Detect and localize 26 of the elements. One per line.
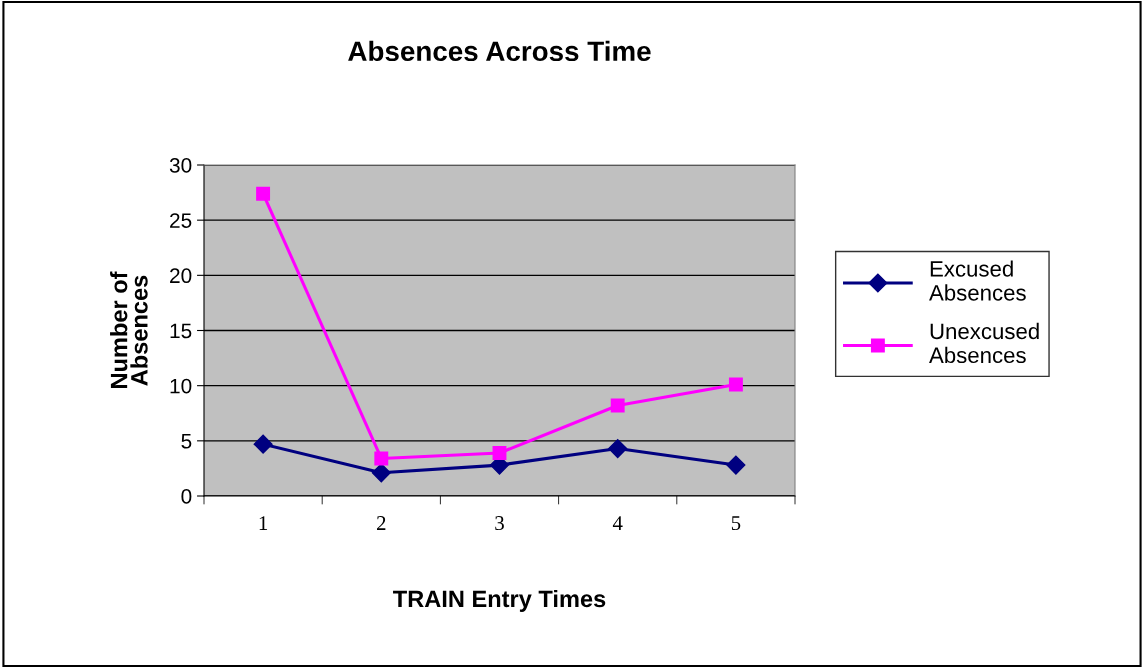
point [608, 439, 628, 459]
y-tick-label: 0 [181, 489, 192, 504]
point [253, 434, 273, 454]
y-tick-label: 20 [170, 268, 192, 284]
chart-title: Absences Across Time [348, 40, 651, 62]
point [256, 186, 271, 201]
x-tick-label: 5 [731, 516, 741, 531]
x-tick-label: 1 [259, 516, 268, 530]
x-tick-label: 2 [377, 516, 386, 530]
x-tick-label: 4 [612, 516, 623, 530]
point [728, 377, 743, 392]
point [371, 463, 391, 483]
legend-label: Unexcused Absences [929, 322, 1039, 364]
y-tick-label: 25 [170, 213, 192, 228]
point [726, 455, 746, 475]
point [374, 451, 389, 466]
point [610, 398, 625, 413]
y-tick-label: 10 [170, 378, 192, 394]
point [492, 446, 507, 460]
legend-label: Excused Absences [929, 260, 1026, 301]
x-axis-title: TRAIN Entry Times [393, 589, 606, 612]
x-tick-label: 3 [495, 516, 504, 531]
y-tick-label: 15 [170, 323, 192, 339]
y-axis-title: Number of Absences [110, 271, 148, 388]
y-tick-label: 30 [169, 158, 192, 173]
y-tick-label: 5 [181, 434, 192, 449]
